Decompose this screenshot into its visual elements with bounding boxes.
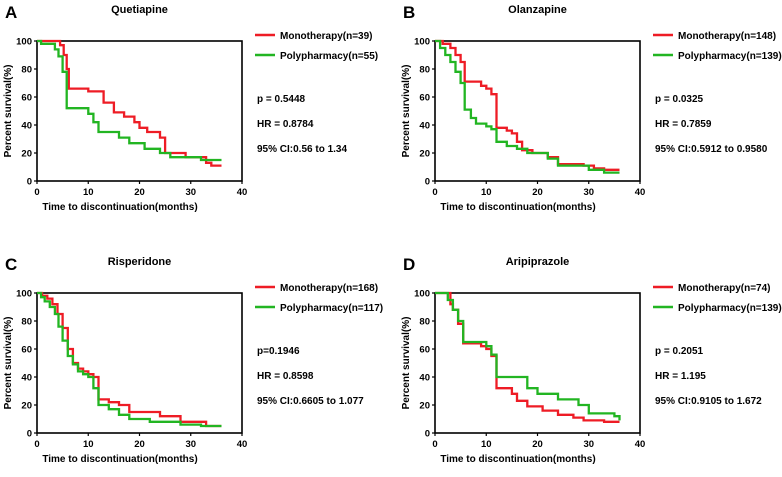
- legend-label: Polypharmacy(n=117): [280, 303, 383, 314]
- stat-annotation: p = 0.0325: [655, 94, 704, 105]
- series-line-monotherapy: [435, 39, 620, 171]
- stat-annotation: p=0.1946: [257, 346, 300, 357]
- y-tick-label: 80: [419, 65, 430, 76]
- series-line-monotherapy: [435, 291, 620, 423]
- x-tick-label: 0: [432, 187, 437, 198]
- panel-letter: A: [5, 3, 17, 22]
- x-tick-label: 20: [532, 439, 543, 450]
- x-axis-label: Time to discontinuation(months): [440, 454, 595, 465]
- x-tick-label: 10: [481, 187, 492, 198]
- series-line-polypharmacy: [435, 291, 621, 421]
- legend-label: Monotherapy(n=148): [678, 31, 776, 42]
- x-tick-label: 40: [635, 439, 646, 450]
- x-axis-label: Time to discontinuation(months): [42, 454, 197, 465]
- x-tick-label: 0: [34, 439, 39, 450]
- stat-annotation: HR = 0.7859: [655, 119, 712, 130]
- y-tick-label: 60: [21, 93, 32, 104]
- y-tick-label: 20: [419, 149, 430, 160]
- stat-annotation: HR = 0.8784: [257, 119, 314, 130]
- panel-c: C Risperidone 0 20 40 60 80 100 0 10 20 30 40 Time to…: [3, 255, 383, 465]
- chart-title: Olanzapine: [508, 4, 567, 16]
- y-tick-label: 0: [425, 429, 430, 440]
- y-axis-label: Percent survival(%): [401, 65, 412, 158]
- series-line-monotherapy: [37, 39, 222, 167]
- x-tick-label: 20: [532, 187, 543, 198]
- y-tick-label: 40: [419, 121, 430, 132]
- y-tick-label: 60: [419, 93, 430, 104]
- panel-letter: C: [5, 255, 17, 274]
- series-line-polypharmacy: [37, 39, 222, 162]
- y-tick-label: 60: [419, 345, 430, 356]
- x-tick-label: 30: [185, 439, 196, 450]
- x-tick-label: 40: [237, 439, 248, 450]
- x-tick-label: 0: [34, 187, 39, 198]
- y-axis-label: Percent survival(%): [3, 317, 14, 410]
- chart-title: Risperidone: [108, 256, 172, 268]
- series-line-monotherapy: [37, 291, 222, 428]
- y-tick-label: 100: [414, 37, 430, 48]
- y-tick-label: 0: [425, 177, 430, 188]
- x-tick-label: 10: [481, 439, 492, 450]
- stat-annotation: HR = 0.8598: [257, 371, 314, 382]
- y-tick-label: 40: [21, 121, 32, 132]
- panel-letter: D: [403, 255, 415, 274]
- x-tick-label: 40: [237, 187, 248, 198]
- series-line-polypharmacy: [435, 39, 620, 174]
- y-tick-label: 100: [16, 289, 32, 300]
- panel-a: A Quetiapine 0 20 40 60 80 100 0 10 20 30 40 Time to …: [3, 3, 378, 213]
- stat-annotation: 95% CI:0.56 to 1.34: [257, 144, 347, 155]
- legend-label: Polypharmacy(n=55): [280, 51, 378, 62]
- y-tick-label: 20: [21, 401, 32, 412]
- x-tick-label: 10: [83, 439, 94, 450]
- legend-label: Monotherapy(n=39): [280, 31, 373, 42]
- x-tick-label: 30: [185, 187, 196, 198]
- stat-annotation: 95% CI:0.5912 to 0.9580: [655, 144, 768, 155]
- y-tick-label: 80: [21, 317, 32, 328]
- y-tick-label: 40: [21, 373, 32, 384]
- x-tick-label: 20: [134, 439, 145, 450]
- stat-annotation: 95% CI:0.9105 to 1.672: [655, 396, 762, 407]
- y-tick-label: 100: [414, 289, 430, 300]
- legend-label: Monotherapy(n=74): [678, 283, 771, 294]
- y-tick-label: 20: [419, 401, 430, 412]
- legend-label: Monotherapy(n=168): [280, 283, 378, 294]
- y-tick-label: 0: [27, 177, 32, 188]
- chart-title: Quetiapine: [111, 4, 168, 16]
- x-axis-label: Time to discontinuation(months): [440, 202, 595, 213]
- x-tick-label: 30: [583, 439, 594, 450]
- y-tick-label: 100: [16, 37, 32, 48]
- chart-title: Aripiprazole: [506, 256, 570, 268]
- stat-annotation: p = 0.2051: [655, 346, 704, 357]
- y-tick-label: 40: [419, 373, 430, 384]
- y-tick-label: 80: [419, 317, 430, 328]
- legend-label: Polypharmacy(n=139): [678, 303, 782, 314]
- y-axis-label: Percent survival(%): [401, 317, 412, 410]
- x-tick-label: 10: [83, 187, 94, 198]
- y-axis-label: Percent survival(%): [3, 65, 14, 158]
- x-tick-label: 40: [635, 187, 646, 198]
- y-tick-label: 80: [21, 65, 32, 76]
- plot-frame: [434, 292, 641, 434]
- y-tick-label: 0: [27, 429, 32, 440]
- series-line-polypharmacy: [37, 291, 222, 428]
- y-tick-label: 20: [21, 149, 32, 160]
- x-tick-label: 0: [432, 439, 437, 450]
- y-tick-label: 60: [21, 345, 32, 356]
- panel-letter: B: [403, 3, 415, 22]
- x-tick-label: 20: [134, 187, 145, 198]
- stat-annotation: p = 0.5448: [257, 94, 306, 105]
- stat-annotation: 95% CI:0.6605 to 1.077: [257, 396, 364, 407]
- panel-d: D Aripiprazole 0 20 40 60 80 100 0 10 20 30 40 Time t…: [401, 255, 782, 465]
- panel-b: B Olanzapine 0 20 40 60 80 100 0 10 20 30 40 Time to …: [401, 3, 782, 213]
- stat-annotation: HR = 1.195: [655, 371, 706, 382]
- x-tick-label: 30: [583, 187, 594, 198]
- legend-label: Polypharmacy(n=139): [678, 51, 782, 62]
- x-axis-label: Time to discontinuation(months): [42, 202, 197, 213]
